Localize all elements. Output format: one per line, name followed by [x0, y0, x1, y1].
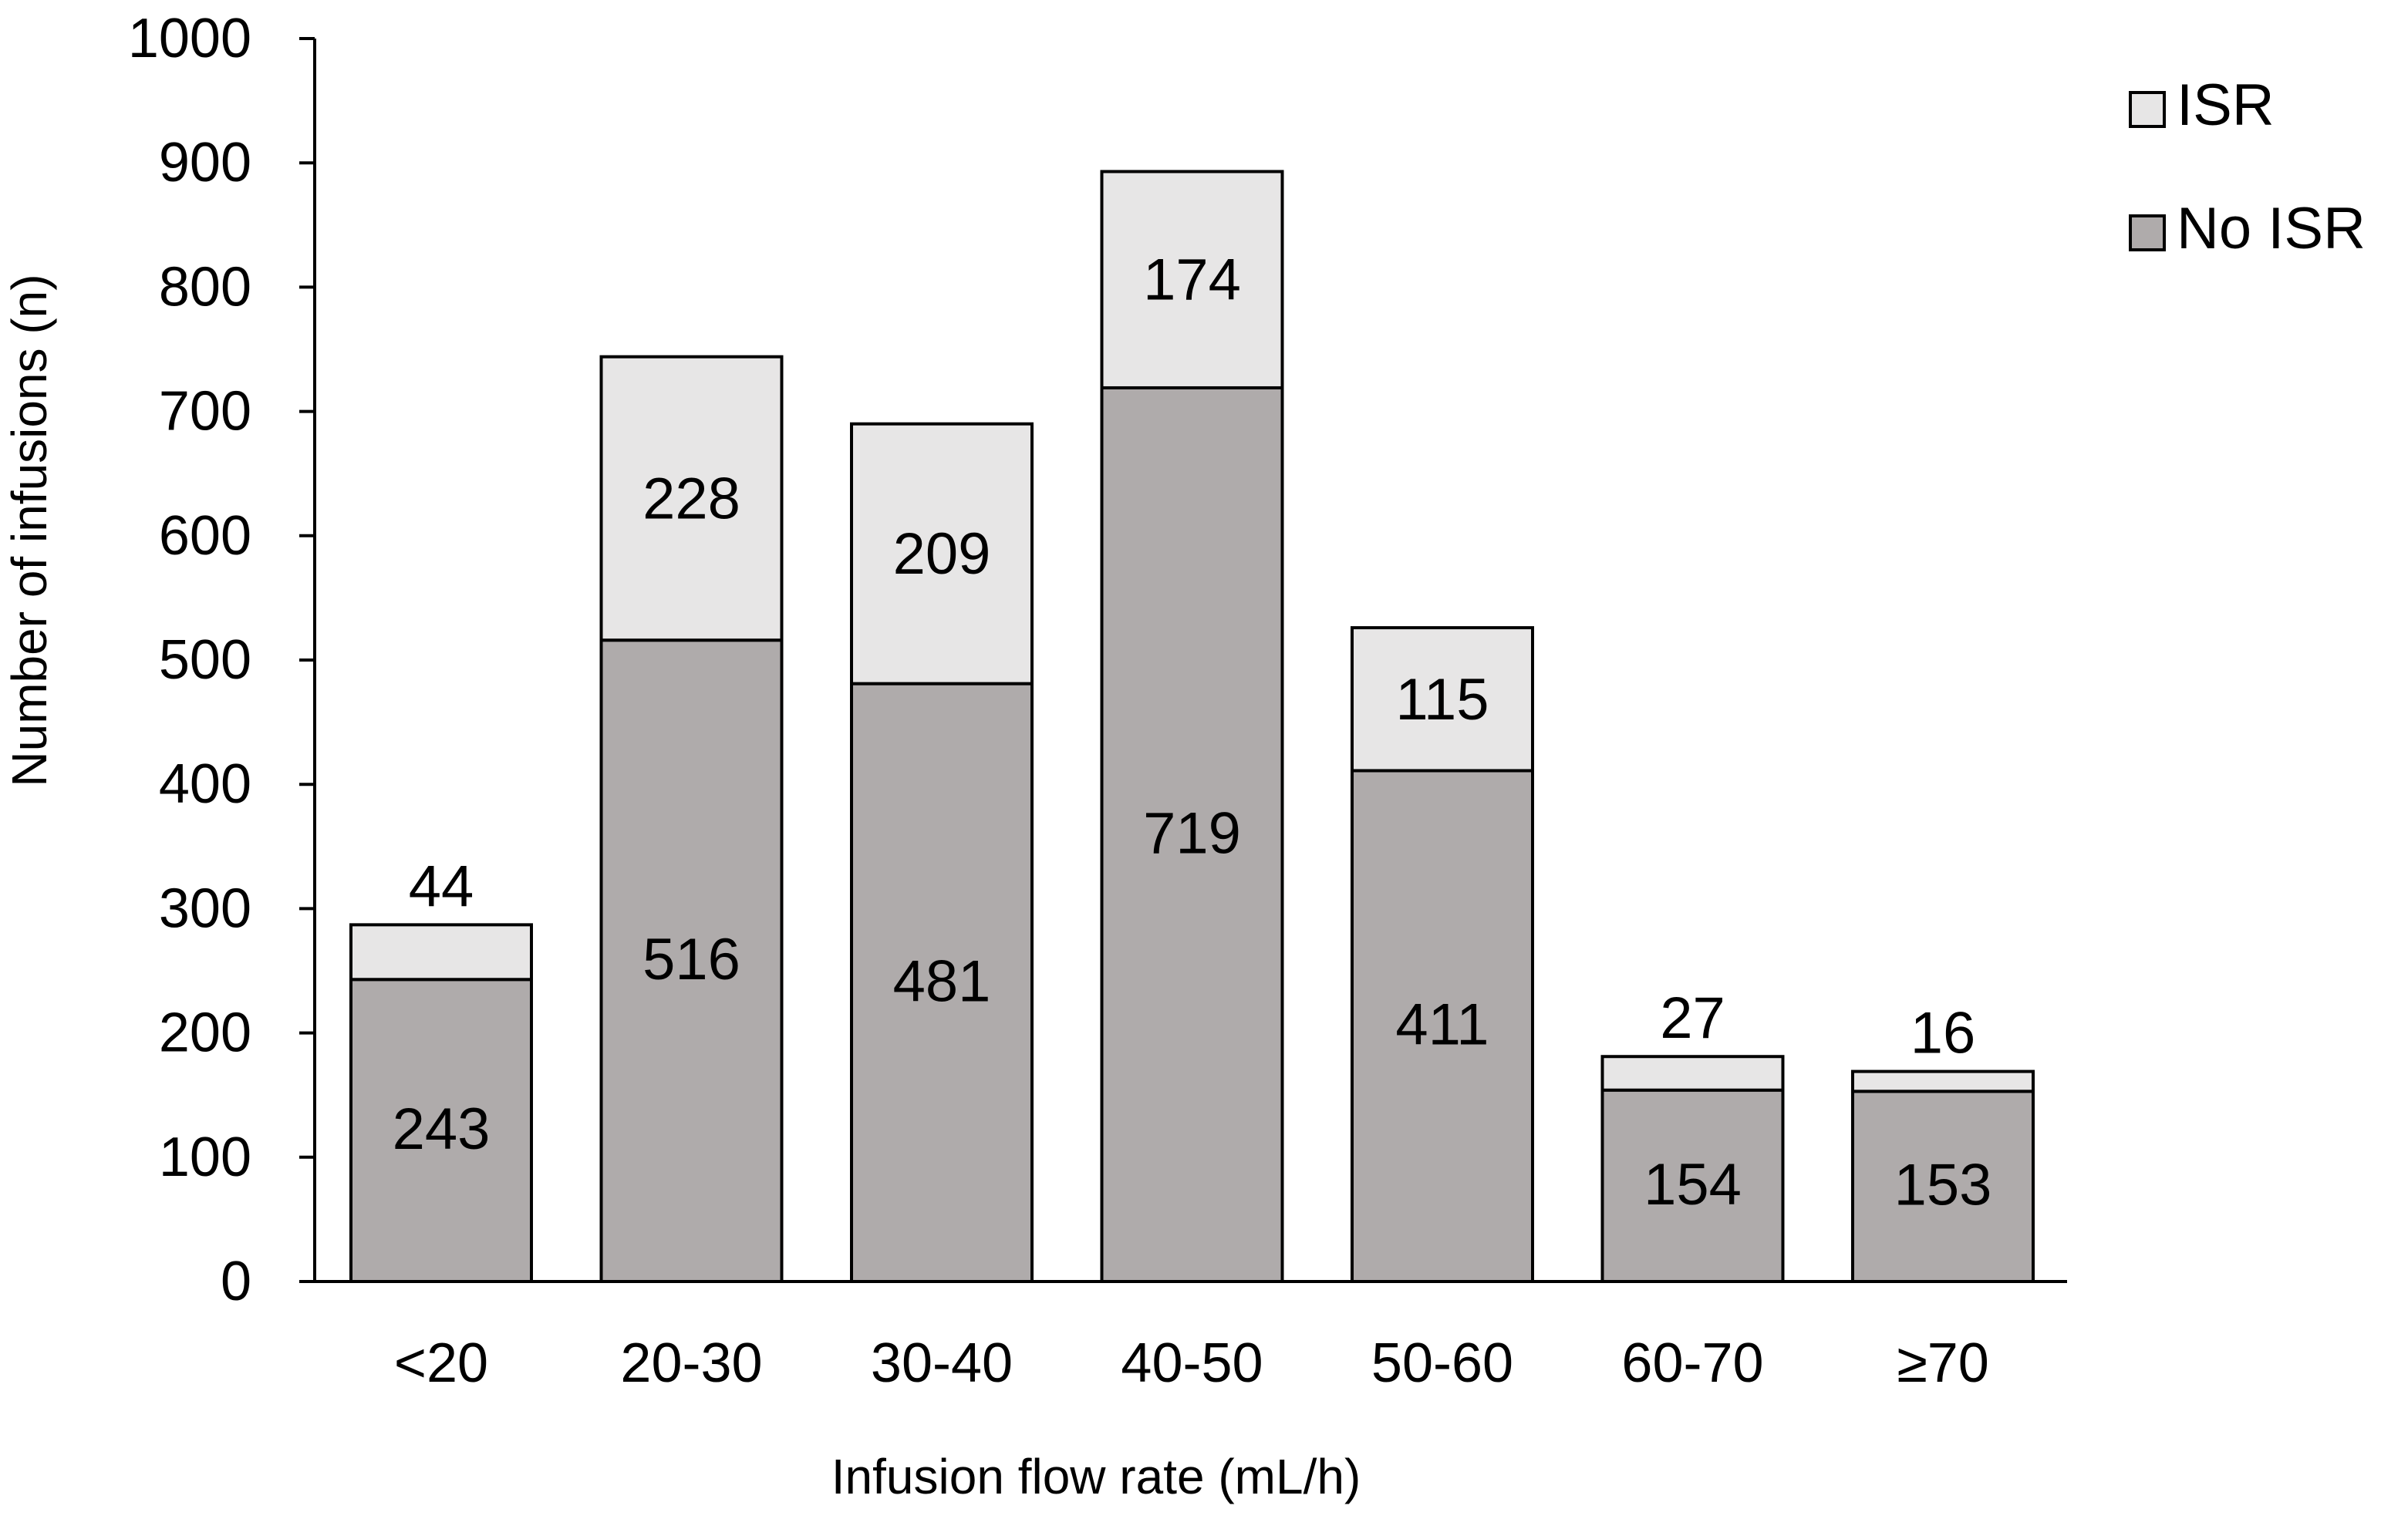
data-label-isr-0: 44	[409, 854, 474, 919]
data-label-isr-6: 16	[1911, 1001, 1976, 1066]
data-label-isr-4: 115	[1395, 667, 1489, 733]
x-tick-label-1: 20-30	[620, 1332, 762, 1394]
bar-isr-1	[599, 355, 784, 642]
x-tick-label-3: 40-50	[1121, 1332, 1263, 1394]
data-label-no-isr-6: 153	[1894, 1153, 1992, 1218]
data-label-no-isr-0: 243	[393, 1096, 491, 1162]
y-axis-title: Number of infusions (n)	[2, 274, 57, 786]
bar-isr-0	[349, 923, 533, 982]
data-labels-layer: 243 44 516 228 481 209 719 174 411 115 154 27 153 16	[393, 248, 1992, 1218]
data-label-no-isr-3: 719	[1143, 800, 1241, 866]
bar-isr-3	[1100, 170, 1284, 389]
bar-no-isr-0	[349, 978, 533, 1284]
legend-label-0: ISR	[2177, 72, 2275, 138]
bar-isr-5	[1600, 1055, 1785, 1092]
y-tick-label-4: 400	[159, 753, 251, 815]
bars-layer	[349, 170, 2035, 1284]
x-axis-title: Infusion flow rate (mL/h)	[831, 1449, 1361, 1504]
bar-no-isr-1	[599, 638, 784, 1283]
axes-layer: <20 20-30 30-40 40-50 50-60 60-70 ≥70 0 100 200 30…	[128, 8, 2067, 1394]
y-tick-label-10: 1000	[128, 8, 251, 69]
data-label-isr-3: 174	[1143, 248, 1241, 313]
y-tick-label-1: 100	[159, 1127, 251, 1188]
data-label-isr-2: 209	[893, 521, 991, 587]
y-tick-label-8: 800	[159, 256, 251, 318]
y-tick-label-5: 500	[159, 629, 251, 691]
y-tick-label-2: 200	[159, 1002, 251, 1064]
bar-no-isr-5	[1600, 1088, 1785, 1283]
x-tick-label-5: 60-70	[1621, 1332, 1763, 1394]
x-tick-label-0: <20	[394, 1332, 488, 1394]
data-label-no-isr-2: 481	[893, 948, 991, 1014]
bar-isr-4	[1351, 626, 1534, 773]
y-tick-label-0: 0	[221, 1251, 251, 1312]
bar-no-isr-4	[1351, 769, 1534, 1283]
y-tick-label-7: 700	[159, 381, 251, 443]
data-label-no-isr-4: 411	[1395, 992, 1489, 1058]
data-label-isr-1: 228	[642, 466, 740, 531]
x-tick-label-4: 50-60	[1371, 1332, 1513, 1394]
y-tick-label-6: 600	[159, 505, 251, 567]
x-tick-label-6: ≥70	[1897, 1332, 1989, 1394]
legend-label-1: No ISR	[2177, 196, 2366, 261]
bar-no-isr-6	[1851, 1090, 2035, 1284]
data-label-isr-5: 27	[1660, 985, 1725, 1051]
legend: ISR No ISR	[2129, 72, 2366, 261]
y-tick-label-3: 300	[159, 877, 251, 939]
bar-no-isr-2	[850, 682, 1034, 1283]
bar-no-isr-3	[1100, 386, 1284, 1283]
data-label-no-isr-5: 154	[1644, 1152, 1742, 1218]
x-tick-label-2: 30-40	[871, 1332, 1013, 1394]
legend-swatch-0	[2129, 91, 2166, 128]
bar-isr-2	[850, 422, 1034, 685]
bar-isr-6	[1851, 1069, 2035, 1093]
y-tick-label-9: 900	[159, 132, 251, 194]
legend-swatch-1	[2129, 214, 2166, 251]
data-label-no-isr-1: 516	[642, 927, 740, 992]
